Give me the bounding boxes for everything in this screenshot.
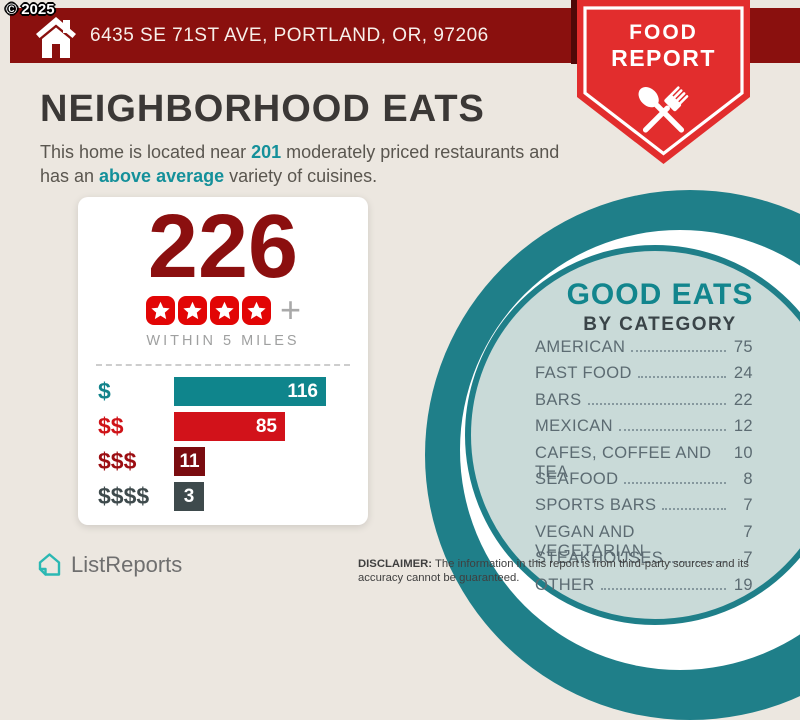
bar-price1: 116 [174, 377, 326, 406]
star-icon [242, 295, 272, 325]
bar-price2: 85 [174, 412, 285, 441]
category-label: SPORTS BARS [535, 496, 657, 515]
page-subtitle: This home is located near 201 moderately… [40, 140, 559, 188]
page-title: NEIGHBORHOOD EATS [40, 88, 485, 130]
food-report-ribbon: FOOD REPORT [577, 0, 750, 166]
radius-label: WITHIN 5 MILES [146, 333, 300, 349]
plus-sign: + [279, 289, 302, 330]
bar-price3: 11 [174, 447, 205, 476]
category-value: 24 [733, 364, 753, 383]
restaurant-stats-card: 226 + WITHIN 5 MILES $ 116 $$ 85 $$$ 11 … [78, 197, 368, 525]
disclaimer: DISCLAIMER: The information in this repo… [358, 558, 749, 584]
category-row: BARS 22 [535, 391, 753, 417]
brand-name: ListReports [71, 551, 183, 577]
listreports-house-icon [38, 553, 61, 576]
dot-leader [624, 481, 726, 484]
category-row: SEAFOOD 8 [535, 470, 753, 496]
category-row: STEAKHOUSES 7 [535, 549, 753, 575]
variety-highlight: above average [99, 166, 225, 186]
category-value: 12 [733, 417, 753, 436]
category-value: 8 [743, 469, 753, 488]
category-row: CAFES, COFFEE AND TEA 10 [535, 443, 753, 481]
bar-price4: 3 [174, 482, 204, 511]
category-label: AMERICAN [535, 338, 626, 356]
ribbon-title-line2: REPORT [611, 45, 716, 71]
category-label: FAST FOOD [535, 364, 632, 383]
dot-leader [600, 587, 726, 590]
category-value: 19 [733, 575, 753, 594]
category-list: AMERICAN 75 FAST FOOD 24 BARS 22 MEXICAN 12 … [535, 338, 753, 602]
category-value: 10 [733, 443, 753, 462]
dashed-divider [96, 364, 350, 366]
copyright-text: © 2025 [6, 1, 55, 18]
house-icon [34, 14, 78, 65]
category-label: BARS [535, 390, 582, 409]
listreports-logo: ListReports [36, 551, 182, 578]
category-label: SEAFOOD [535, 469, 619, 488]
bar-row-price3: $$$ 11 [78, 447, 368, 476]
category-row: MEXICAN 12 [535, 417, 753, 443]
category-row: SPORTS BARS 7 [535, 496, 753, 522]
bar-row-price2: $$ 85 [78, 412, 368, 441]
ribbon-shadow [571, 0, 577, 64]
good-eats-title: GOOD EATS [566, 278, 754, 311]
good-eats-heading: GOOD EATS BY CATEGORY [530, 278, 790, 336]
category-label: MEXICAN [535, 417, 613, 436]
star-rating: + [78, 289, 368, 330]
star-icon [210, 295, 240, 325]
category-value: 7 [743, 549, 753, 568]
subtitle-line2: has an above average variety of cuisines… [40, 166, 378, 186]
property-address: 6435 SE 71ST AVE, PORTLAND, OR, 97206 [90, 24, 489, 46]
spoon-fork-icon [638, 86, 689, 133]
price-tier-bar-chart: $ 116 $$ 85 $$$ 11 $$$$ 3 [78, 377, 368, 511]
subtitle-line1: This home is located near 201 moderately… [40, 142, 560, 162]
dot-leader [587, 402, 726, 405]
ribbon-shape-icon [577, 0, 750, 164]
price-tier-label: $$ [98, 413, 124, 439]
good-eats-circle [465, 245, 800, 625]
disclaimer-label: DISCLAIMER: [358, 558, 433, 570]
category-row: OTHER 19 [535, 576, 753, 602]
category-value: 22 [733, 390, 753, 409]
category-value: 7 [743, 522, 753, 541]
category-value: 7 [743, 496, 753, 515]
star-icon [178, 295, 208, 325]
dot-leader [662, 508, 726, 511]
star-icon [146, 295, 176, 325]
category-label: OTHER [535, 575, 595, 594]
restaurant-count: 201 [251, 142, 282, 162]
ribbon-title-line1: FOOD [629, 21, 698, 44]
category-row: VEGAN AND VEGETARIAN 7 [535, 522, 753, 560]
dot-leader [669, 561, 726, 564]
bar-row-price4: $$$$ 3 [78, 482, 368, 511]
total-restaurants: 226 [147, 197, 299, 297]
price-tier-label: $$$ [98, 448, 137, 474]
dot-leader [631, 350, 726, 352]
category-label: CAFES, COFFEE AND TEA [535, 443, 712, 481]
bar-row-price1: $ 116 [78, 377, 368, 406]
category-value: 75 [733, 338, 753, 356]
dot-leader [637, 376, 726, 379]
category-label: VEGAN AND VEGETARIAN [535, 522, 645, 560]
dot-leader [618, 429, 726, 432]
price-tier-label: $ [98, 378, 111, 404]
good-eats-subtitle: BY CATEGORY [583, 314, 737, 335]
category-row: AMERICAN 75 [535, 338, 753, 364]
price-tier-label: $$$$ [98, 483, 150, 509]
category-row: FAST FOOD 24 [535, 364, 753, 390]
category-label: STEAKHOUSES [535, 549, 664, 568]
